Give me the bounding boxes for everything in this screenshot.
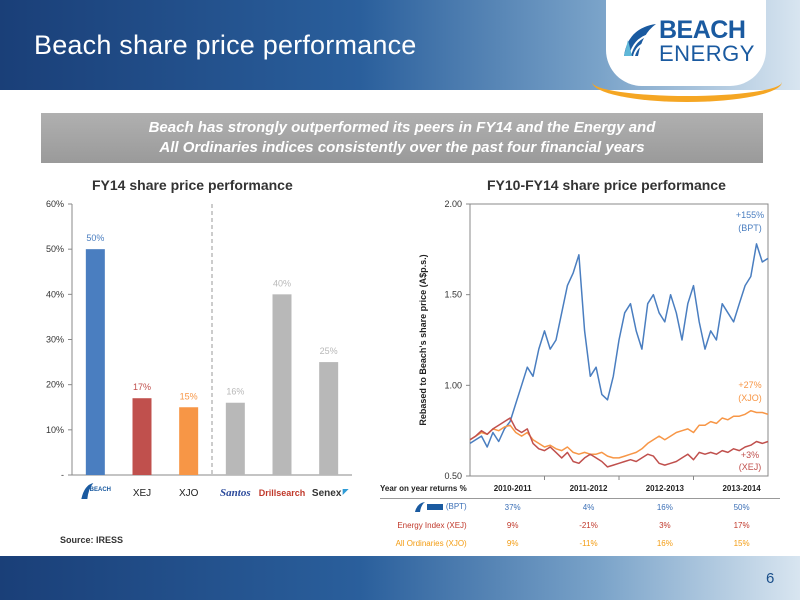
table-cell: 4% xyxy=(582,502,595,512)
logo-text-energy: ENERGY xyxy=(659,41,755,66)
series-line xyxy=(469,243,769,448)
bar-data-label: 25% xyxy=(320,346,338,356)
table-row: All Ordinaries (XJO) 9% -11% 16% 15% xyxy=(380,534,780,552)
series-label: (XJO) xyxy=(738,393,762,403)
table-header-row: Year on year returns % 2010-2011 2011-20… xyxy=(380,480,780,499)
beach-logo-icon xyxy=(81,483,94,499)
table-cell: 50% xyxy=(733,502,750,512)
bar-data-label: 15% xyxy=(180,391,198,401)
table-cell: 9% xyxy=(506,538,519,548)
bar xyxy=(132,398,152,475)
table-header-cell: 2012-2013 xyxy=(626,480,704,499)
y-tick-label: 1.50 xyxy=(444,290,462,300)
bar xyxy=(272,294,292,475)
beach-logo-icon xyxy=(414,502,443,513)
bar-chart: - 10% 20% 30% 40% 50% 60% 50% 17% 15% 16% 40% 25% BEA… xyxy=(46,199,352,499)
table-cell: 9% xyxy=(506,520,519,530)
table-cell: 16% xyxy=(656,538,673,548)
category-label: BEACH xyxy=(90,487,111,493)
series-label: +3% xyxy=(741,450,759,460)
page-number: 6 xyxy=(766,570,775,587)
table-cell: 15% xyxy=(733,538,750,548)
series-label: +155% xyxy=(736,210,764,220)
table-header-cell: 2013-2014 xyxy=(703,480,780,499)
table-header-cell: 2010-2011 xyxy=(474,480,551,499)
series-line xyxy=(469,409,769,459)
table-cell: 17% xyxy=(733,520,750,530)
y-tick-label: 10% xyxy=(46,425,64,435)
series-label: +27% xyxy=(738,380,761,390)
category-label: Senex xyxy=(312,488,342,499)
table-row: (BPT) 37% 4% 16% 50% xyxy=(380,498,780,516)
table-header-cell: Year on year returns % xyxy=(380,480,475,499)
y-tick-label: 1.00 xyxy=(444,380,462,390)
y-tick-label: 2.00 xyxy=(444,199,462,209)
bar-data-label: 40% xyxy=(273,278,291,288)
category-label: XEJ xyxy=(133,488,151,499)
series-label: (XEJ) xyxy=(739,462,762,472)
line-chart: 0.50 1.00 1.50 2.00 Rebased to Beach's share… xyxy=(418,199,769,481)
category-label: Drillsearch xyxy=(259,488,306,498)
y-tick-label: 20% xyxy=(46,380,64,390)
logo-text-beach: BEACH xyxy=(659,16,746,44)
slide-title: Beach share price performance xyxy=(34,30,417,60)
table-cell: 37% xyxy=(504,502,521,512)
bar xyxy=(85,249,105,475)
bar-data-label: 17% xyxy=(133,382,151,392)
table-row-label: All Ordinaries (XJO) xyxy=(395,538,467,548)
table-cell: -21% xyxy=(579,520,598,530)
y-tick-label: 0.50 xyxy=(444,471,462,481)
table-row-label: Energy Index (XEJ) xyxy=(397,520,467,530)
beach-logo-icon xyxy=(624,24,656,57)
category-label: XJO xyxy=(179,488,199,499)
table-row-label: (BPT) xyxy=(380,498,475,516)
table-row: Energy Index (XEJ) 9% -21% 3% 17% xyxy=(380,516,780,534)
bar-data-label: 16% xyxy=(226,387,244,397)
category-logo-beach: BEACH xyxy=(81,483,111,499)
callout-box: Beach has strongly outperformed its peer… xyxy=(41,113,763,163)
bar-chart-title: FY14 share price performance xyxy=(92,177,293,193)
senex-logo-icon xyxy=(342,489,349,495)
returns-table: Year on year returns % 2010-2011 2011-20… xyxy=(380,480,780,552)
table-cell: 16% xyxy=(656,502,673,512)
callout-line-2: All Ordinaries indices consistently over… xyxy=(159,139,645,156)
source-note: Source: IRESS xyxy=(60,535,124,545)
y-tick-label: 30% xyxy=(46,335,64,345)
table-header-cell: 2011-2012 xyxy=(550,480,627,499)
bar xyxy=(225,402,245,475)
y-tick-label: 60% xyxy=(46,199,64,209)
footer-band xyxy=(0,556,800,600)
y-tick-label: - xyxy=(61,470,64,480)
series-line xyxy=(469,417,769,468)
callout-line-1: Beach has strongly outperformed its peer… xyxy=(148,119,656,136)
table-cell: -11% xyxy=(579,538,598,548)
bar-data-label: 50% xyxy=(86,233,104,243)
bar xyxy=(319,362,339,475)
y-axis-label: Rebased to Beach's share price (A$p.s.) xyxy=(418,254,428,425)
line-chart-title: FY10-FY14 share price performance xyxy=(487,177,726,193)
category-label: Santos xyxy=(220,487,251,499)
y-tick-label: 40% xyxy=(46,289,64,299)
logo-swoosh xyxy=(592,62,782,102)
series-label: (BPT) xyxy=(738,223,762,233)
y-tick-label: 50% xyxy=(46,244,64,254)
table-cell: 3% xyxy=(659,520,671,530)
bar xyxy=(179,407,199,475)
